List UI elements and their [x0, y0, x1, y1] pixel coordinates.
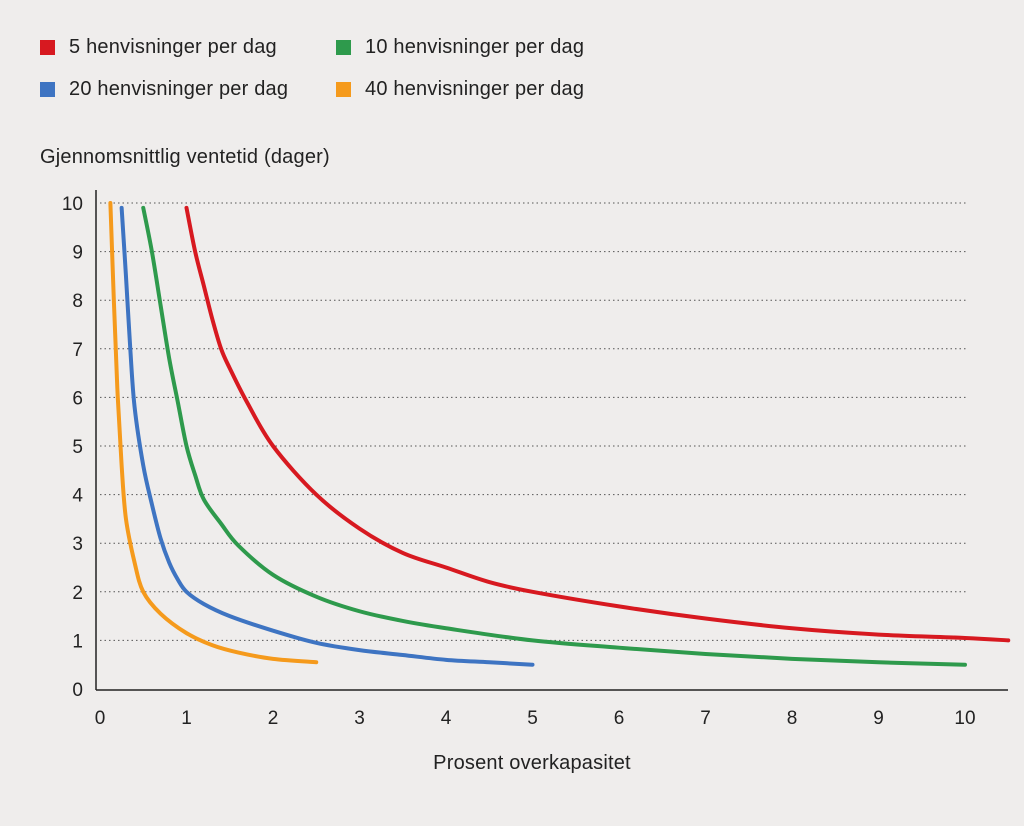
y-tick-labels: 0 1 2 3 4 5 6 7 8 9 10 [62, 194, 84, 701]
y-tick-label-5: 5 [72, 437, 83, 458]
legend: 5 henvisninger per dag 10 henvisninger p… [40, 36, 616, 100]
series-line-40 [108, 201, 319, 665]
legend-label-10: 10 henvisninger per dag [365, 35, 585, 58]
legend-item-10: 10 henvisninger per dag [336, 36, 616, 58]
y-tick-label-0: 0 [72, 680, 83, 701]
x-tick-labels: 0 1 2 3 4 5 6 7 8 9 10 [95, 708, 976, 729]
x-tick-label-0: 0 [95, 708, 106, 729]
x-tick-label-3: 3 [354, 708, 365, 729]
y-tick-label-2: 2 [72, 583, 83, 604]
axes [95, 190, 1008, 691]
legend-label-20: 20 henvisninger per dag [69, 77, 289, 100]
x-tick-label-10: 10 [954, 708, 975, 729]
y-tick-label-3: 3 [72, 534, 83, 555]
y-axis-label: Gjennomsnittlig ventetid (dager) [40, 146, 330, 168]
legend-swatch-10 [336, 39, 351, 55]
x-tick-label-2: 2 [268, 708, 279, 729]
gridlines [100, 202, 968, 641]
legend-swatch-40 [336, 81, 351, 97]
x-axis-label: Prosent overkapasitet [433, 752, 631, 774]
x-tick-label-5: 5 [527, 708, 538, 729]
legend-label-40: 40 henvisninger per dag [365, 77, 585, 100]
y-tick-label-1: 1 [72, 631, 83, 652]
x-tick-label-9: 9 [873, 708, 884, 729]
x-tick-label-8: 8 [787, 708, 798, 729]
y-tick-label-10: 10 [62, 194, 83, 215]
x-tick-label-6: 6 [614, 708, 625, 729]
series-lines [108, 201, 1011, 667]
legend-item-40: 40 henvisninger per dag [336, 78, 616, 100]
y-tick-label-8: 8 [72, 291, 83, 312]
y-tick-label-9: 9 [72, 243, 83, 264]
legend-swatch-5 [40, 39, 55, 55]
y-tick-label-7: 7 [72, 340, 83, 361]
series-line-20 [119, 205, 535, 667]
series-line-10 [141, 205, 967, 667]
x-tick-label-4: 4 [441, 708, 452, 729]
y-tick-label-4: 4 [72, 486, 83, 507]
y-tick-label-6: 6 [72, 388, 83, 409]
legend-swatch-20 [40, 81, 55, 97]
x-tick-label-1: 1 [181, 708, 192, 729]
x-tick-label-7: 7 [700, 708, 711, 729]
legend-label-5: 5 henvisninger per dag [69, 35, 277, 58]
legend-item-20: 20 henvisninger per dag [40, 78, 336, 100]
series-line-5 [184, 205, 1011, 643]
legend-item-5: 5 henvisninger per dag [40, 36, 336, 58]
